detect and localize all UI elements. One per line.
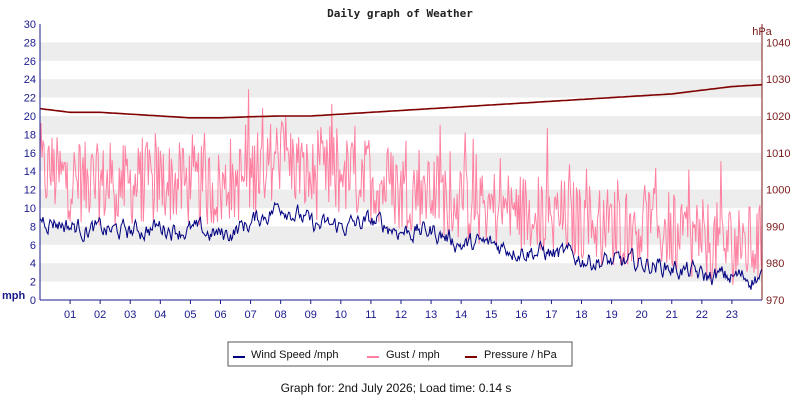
legend-label-pressure: Pressure / hPa — [484, 349, 558, 361]
left-tick-label: 28 — [24, 37, 36, 49]
left-tick-label: 8 — [30, 221, 36, 233]
chart-title: Daily graph of Weather — [327, 7, 473, 20]
x-tick-label: 16 — [515, 309, 527, 321]
x-tick-label: 07 — [244, 309, 256, 321]
x-tick-label: 21 — [666, 309, 678, 321]
series-layer — [39, 83, 763, 290]
left-tick-label: 10 — [24, 203, 36, 215]
right-tick-label: 1010 — [766, 148, 790, 160]
right-tick-label: 1030 — [766, 74, 790, 86]
x-tick-label: 09 — [305, 309, 317, 321]
series-line-wind — [39, 201, 763, 290]
x-tick-label: 14 — [455, 309, 467, 321]
x-tick-label: 12 — [395, 309, 407, 321]
x-tick-label: 20 — [636, 309, 648, 321]
legend: Wind Speed /mph Gust / mph Pressure / hP… — [227, 341, 573, 367]
left-tick-label: 6 — [30, 240, 36, 252]
x-tick-label: 23 — [726, 309, 738, 321]
x-tick-label: 04 — [154, 309, 166, 321]
left-tick-label: 18 — [24, 129, 36, 141]
x-tick-label: 10 — [335, 309, 347, 321]
left-tick-label: 30 — [24, 19, 36, 31]
x-tick-label: 03 — [124, 309, 136, 321]
left-tick-label: 4 — [30, 258, 36, 270]
footer-text: Graph for: 2nd July 2026; Load time: 0.1… — [281, 381, 512, 395]
left-tick-label: 0 — [30, 295, 36, 307]
left-axis-unit: mph — [2, 290, 26, 302]
left-tick-label: 14 — [24, 166, 36, 178]
x-tick-label: 06 — [214, 309, 226, 321]
right-tick-label: 980 — [766, 258, 784, 270]
grid-band — [40, 116, 762, 135]
x-tick-label: 15 — [485, 309, 497, 321]
x-tick-label: 11 — [365, 309, 376, 321]
left-tick-label: 2 — [30, 277, 36, 289]
left-tick-label: 16 — [24, 148, 36, 160]
x-tick-label: 17 — [545, 309, 557, 321]
right-axis-ticks: 970 980 990 1000 1010 1020 1030 1040 — [766, 37, 790, 307]
x-tick-label: 02 — [94, 309, 106, 321]
legend-box — [227, 341, 573, 367]
right-tick-label: 970 — [766, 295, 784, 307]
series-line-pressure — [39, 83, 763, 119]
x-tick-label: 05 — [184, 309, 196, 321]
grid-band — [40, 263, 762, 282]
legend-label-wind: Wind Speed /mph — [251, 349, 338, 361]
left-tick-label: 20 — [24, 111, 36, 123]
left-tick-label: 24 — [24, 74, 36, 86]
x-tick-label: 01 — [64, 309, 76, 321]
right-tick-label: 1000 — [766, 185, 790, 197]
legend-label-gust: Gust / mph — [386, 349, 440, 361]
x-tick-label: 18 — [575, 309, 587, 321]
series-line-gust — [39, 89, 763, 285]
x-tick-label: 13 — [425, 309, 437, 321]
x-axis-ticks: 01 02 03 04 05 06 07 08 09 10 11 12 13 14 15 16 17 18 19 20… — [64, 300, 738, 321]
left-tick-label: 22 — [24, 93, 36, 105]
right-axis-unit: hPa — [752, 26, 772, 38]
left-tick-label: 26 — [24, 56, 36, 68]
right-tick-label: 1040 — [766, 37, 790, 49]
grid-band — [40, 152, 762, 172]
right-tick-label: 1020 — [766, 111, 790, 123]
x-tick-label: 08 — [275, 309, 287, 321]
x-tick-label: 22 — [696, 309, 708, 321]
x-tick-label: 19 — [605, 309, 617, 321]
grid-bands — [40, 24, 762, 300]
grid-band — [40, 79, 762, 98]
grid-band — [40, 42, 762, 61]
left-tick-label: 12 — [24, 185, 36, 197]
right-tick-label: 990 — [766, 221, 784, 233]
